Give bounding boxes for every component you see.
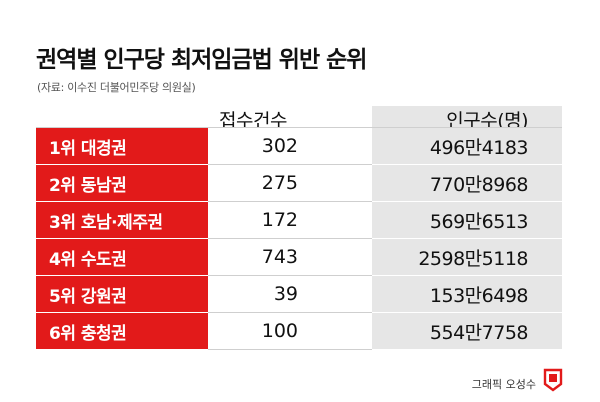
- population-cell: 2598만5118: [372, 239, 562, 276]
- count-cell: 172: [208, 202, 372, 239]
- ranking-table: 1위 대경권 302 496만4183 2위 동남권 275 770만8968 …: [36, 127, 562, 350]
- count-cell: 39: [208, 276, 372, 313]
- rank-cell: 1위 대경권: [36, 128, 208, 165]
- rank-cell: 2위 동남권: [36, 165, 208, 202]
- table-row: 1위 대경권 302 496만4183: [36, 128, 562, 165]
- population-cell: 153만6498: [372, 276, 562, 313]
- rank-cell: 3위 호남·제주권: [36, 202, 208, 239]
- table-row: 5위 강원권 39 153만6498: [36, 276, 562, 313]
- population-cell: 569만6513: [372, 202, 562, 239]
- population-cell: 554만7758: [372, 313, 562, 350]
- page-title: 권역별 인구당 최저임금법 위반 순위: [36, 47, 367, 73]
- table-row: 4위 수도권 743 2598만5118: [36, 239, 562, 276]
- count-cell: 100: [208, 313, 372, 350]
- count-cell: 275: [208, 165, 372, 202]
- newspaper-logo-icon: [543, 368, 563, 392]
- rank-cell: 4위 수도권: [36, 239, 208, 276]
- rank-cell: 5위 강원권: [36, 276, 208, 313]
- population-cell: 496만4183: [372, 128, 562, 165]
- count-cell: 743: [208, 239, 372, 276]
- table-row: 6위 충청권 100 554만7758: [36, 313, 562, 350]
- table-row: 2위 동남권 275 770만8968: [36, 165, 562, 202]
- count-cell: 302: [208, 128, 372, 165]
- rank-cell: 6위 충청권: [36, 313, 208, 350]
- population-cell: 770만8968: [372, 165, 562, 202]
- table-row: 3위 호남·제주권 172 569만6513: [36, 202, 562, 239]
- graphic-credit: 그래픽 오성수: [471, 378, 536, 391]
- source-note: (자료: 이수진 더불어민주당 의원실): [37, 81, 196, 94]
